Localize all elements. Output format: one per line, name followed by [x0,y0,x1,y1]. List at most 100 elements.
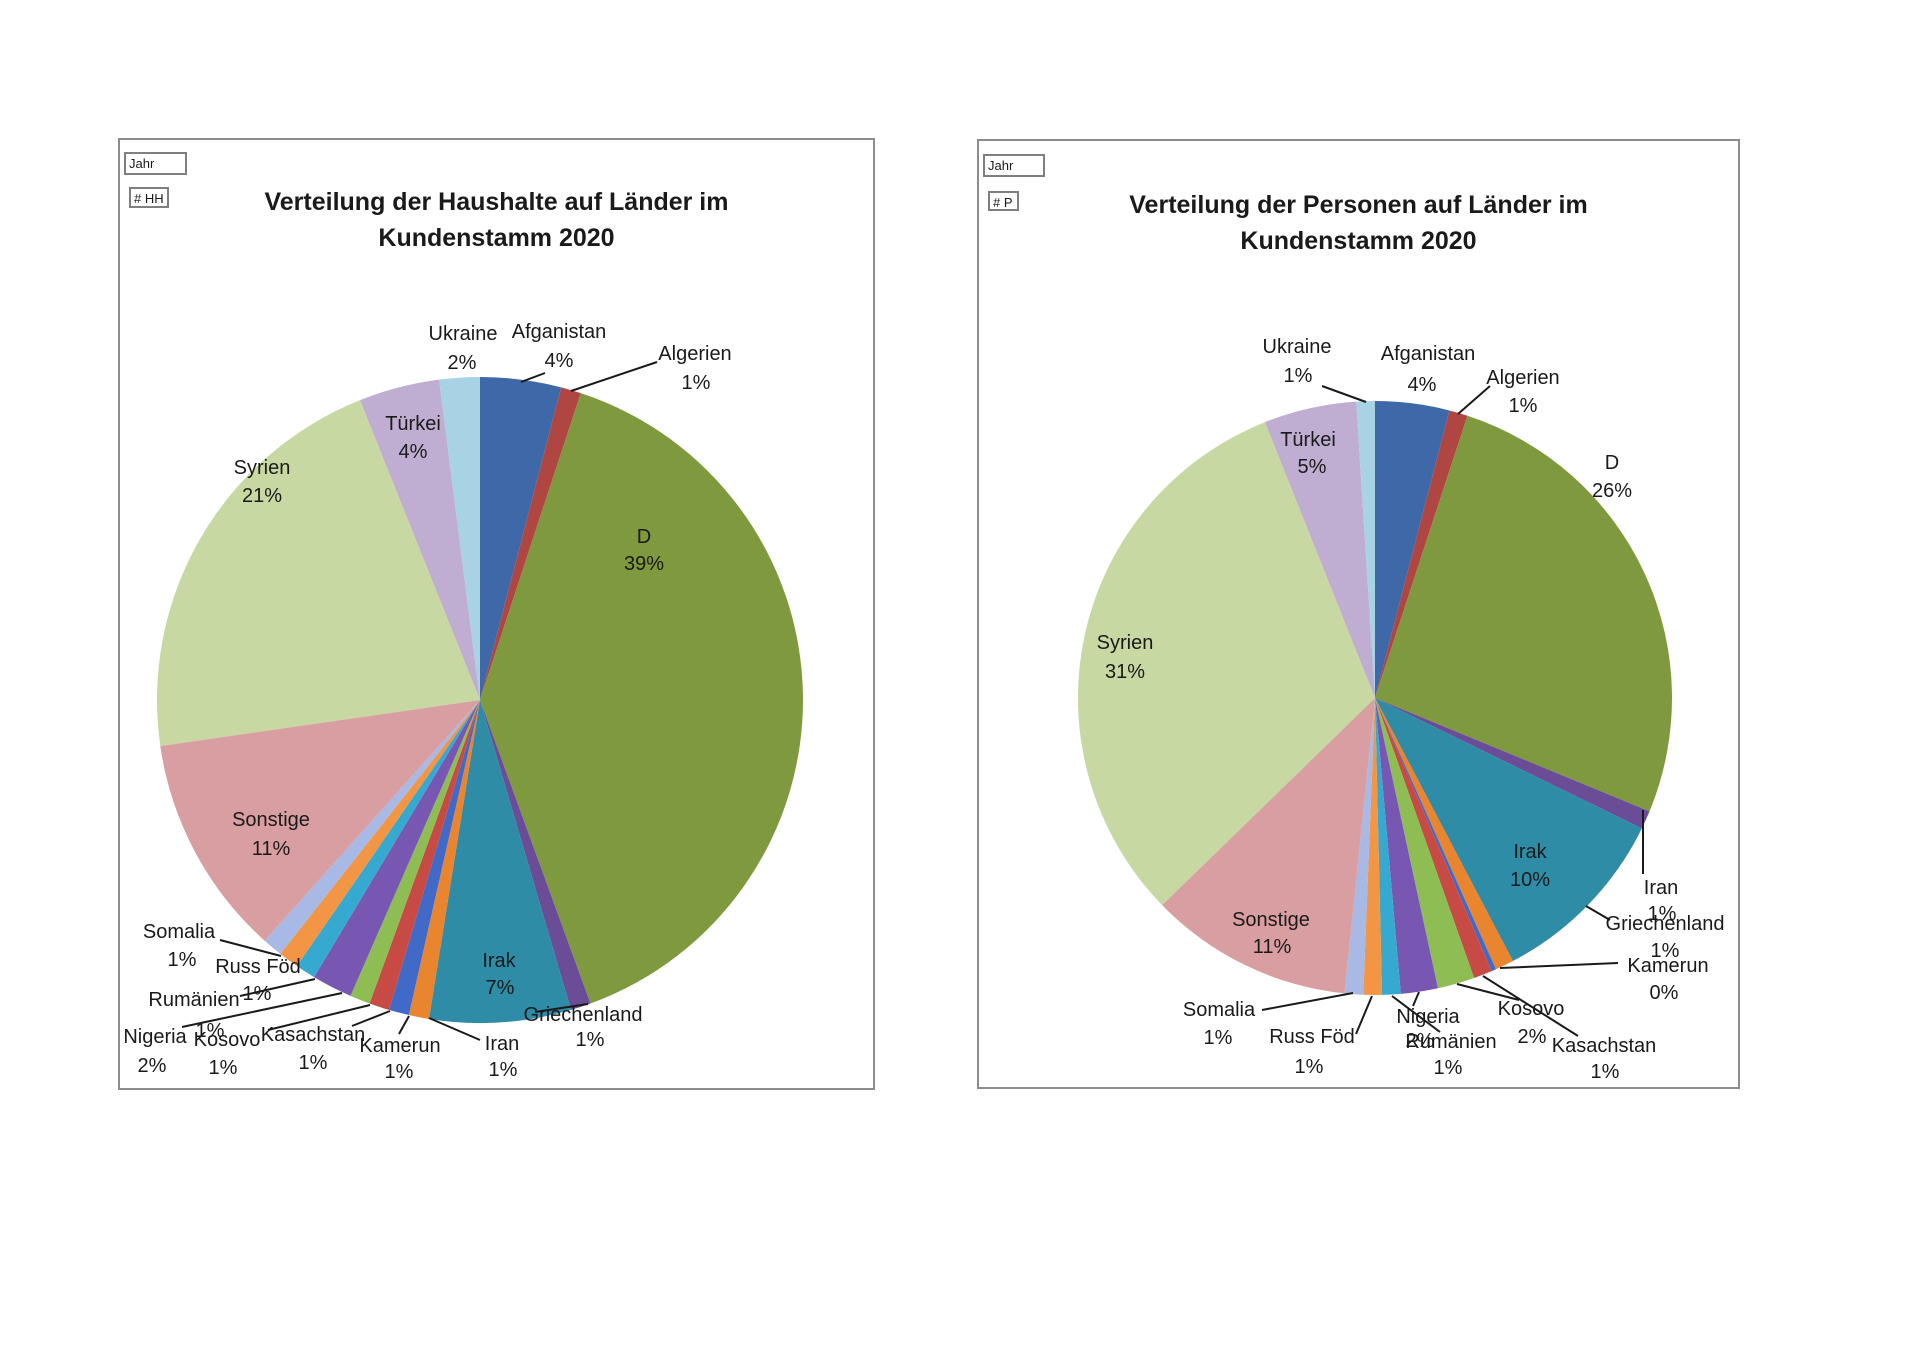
slice-label-afganistan-chart1: Afganistan [1380,343,1476,365]
leader-line-kamerun-chart1 [1499,962,1619,969]
slice-pct-kasachstan-chart0: 1% [298,1052,328,1074]
leader-line-nigeria-chart1 [1412,991,1420,1007]
leader-line-rumanien-chart1 [1391,995,1441,1033]
pie-slice-irak-chart1 [1375,698,1642,962]
slice-label-d-chart0: D [636,526,652,548]
pie-slice-syrien-chart0 [157,400,480,746]
slice-label-ukraine-chart0: Ukraine [428,323,498,345]
slice-pct-nigeria-chart0: 2% [137,1055,167,1077]
slice-label-somalia-chart0: Somalia [142,921,216,943]
pie-slice-ukraine-chart0 [439,377,480,700]
pie-slice-algerien-chart0 [480,387,581,700]
slice-pct-syrien-chart1: 31% [1104,661,1146,683]
slice-pct-griechenland-chart1: 1% [1650,940,1680,962]
pie-slice-turkei-chart0 [359,379,480,700]
pie-slice-irak-chart0 [428,700,571,1023]
slice-pct-ukraine-chart1: 1% [1283,365,1313,387]
slice-label-nigeria-chart1: Nigeria [1396,1006,1460,1028]
chart-title-personen-line2: Kundenstamm 2020 [1240,227,1477,255]
pie-slice-afganistan-chart1 [1375,401,1450,698]
pie-slice-griechenland-chart0 [480,700,591,1010]
leader-line-nigeria-chart0 [181,992,343,1028]
slice-label-kasachstan-chart1: Kasachstan [1551,1035,1657,1057]
pie-slice-algerien-chart1 [1375,410,1468,698]
slice-pct-afganistan-chart0: 4% [544,350,574,372]
pie-slice-syrien-chart1 [1078,422,1375,906]
leader-line-russ-fod-chart1 [1355,995,1373,1035]
slice-pct-algerien-chart1: 1% [1508,395,1538,417]
slice-label-irak-chart1: Irak [1513,841,1547,863]
hh-count-label: # HH [134,191,164,206]
leader-line-kosovo-chart1 [1456,983,1520,1001]
pie-slice-kasachstan-chart0 [369,700,480,1010]
chart-title-personen-line1: Verteilung der Personen auf Länder im [1129,191,1588,219]
leader-line-rumanien-chart0 [239,978,316,997]
slice-label-griechenland-chart1: Griechenland [1605,913,1725,935]
slice-pct-d-chart1: 26% [1591,480,1633,502]
hh-count-field[interactable]: # HH [129,187,169,208]
slice-pct-sonstige-chart0: 11% [251,838,291,860]
slice-pct-kosovo-chart0: 1% [208,1057,238,1079]
slice-label-kosovo-chart1: Kosovo [1497,998,1565,1020]
pie-slice-afganistan-chart0 [480,377,562,700]
slice-label-ukraine-chart1: Ukraine [1262,336,1332,358]
slice-label-somalia-chart1: Somalia [1182,999,1256,1021]
leader-line-somalia-chart1 [1261,992,1354,1011]
slice-label-russ-fod-chart0: Russ Föd [215,956,301,978]
pie-slice-kamerun-chart1 [1375,698,1496,972]
slice-pct-griechenland-chart0: 1% [575,1029,605,1051]
leader-line-griechenland-chart0 [534,1003,589,1013]
pie-slice-rumanien-chart0 [296,700,480,978]
pie-slice-russ-fod-chart0 [280,700,480,967]
slice-label-d-chart1: D [1604,452,1620,474]
slice-pct-somalia-chart0: 1% [167,949,197,971]
slice-label-syrien-chart0: Syrien [233,457,291,479]
slice-pct-kasachstan-chart1: 1% [1590,1061,1620,1083]
pie-slice-somalia-chart1 [1344,698,1375,995]
pie-slice-iran-chart0 [408,700,480,1019]
slice-pct-nigeria-chart1: 2% [1405,1030,1435,1052]
chart-title-haushalte-line2: Kundenstamm 2020 [378,224,615,252]
slice-label-iran-chart1: Iran [1643,877,1679,899]
leader-line-algerien-chart0 [570,361,658,392]
slice-label-rumanien-chart0: Rumänien [148,989,240,1011]
pie-slice-nigeria-chart0 [314,700,480,996]
p-count-label: # P [993,195,1013,210]
slice-pct-algerien-chart0: 1% [681,372,711,394]
slice-pct-russ-fod-chart0: 1% [242,983,272,1005]
pie-slice-kamerun-chart0 [389,700,480,1016]
slice-pct-kosovo-chart1: 2% [1517,1026,1547,1048]
slice-label-algerien-chart1: Algerien [1486,367,1560,389]
slice-pct-irak-chart1: 10% [1509,869,1551,891]
leader-line-kasachstan-chart1 [1482,975,1579,1037]
slice-label-sonstige-chart0: Sonstige [232,809,310,831]
slice-pct-somalia-chart1: 1% [1203,1027,1233,1049]
slice-pct-syrien-chart0: 21% [241,485,283,507]
p-count-field[interactable]: # P [988,191,1019,211]
leader-line-algerien-chart1 [1457,385,1491,415]
slice-label-nigeria-chart0: Nigeria [123,1026,187,1048]
jahr-filter-label-2: Jahr [988,158,1014,173]
slice-label-kamerun-chart0: Kamerun [359,1035,441,1057]
pie-slice-ukraine-chart1 [1356,401,1375,698]
jahr-filter-field-2[interactable]: Jahr [983,154,1045,177]
slice-label-kosovo-chart0: Kosovo [193,1029,261,1051]
pie-slice-turkei-chart1 [1264,401,1375,698]
slice-pct-sonstige-chart1: 11% [1252,936,1292,958]
leader-line-kasachstan-chart0 [351,1010,391,1027]
pie-slice-sonstige-chart1 [1162,698,1375,994]
slice-label-algerien-chart0: Algerien [658,343,732,365]
slice-pct-rumanien-chart0: 1% [195,1020,225,1042]
jahr-filter-field[interactable]: Jahr [124,152,187,175]
slice-pct-iran-chart1: 1% [1647,903,1677,925]
leader-line-ukraine-chart1 [1321,385,1367,403]
pie-slice-rumanien-chart1 [1375,698,1401,995]
slice-pct-turkei-chart1: 5% [1297,456,1327,478]
slice-label-turkei-chart0: Türkei [385,413,441,435]
pie-slice-sonstige-chart0 [160,700,481,941]
slice-pct-iran-chart0: 1% [488,1059,518,1081]
leader-line-iran-chart0 [428,1017,481,1041]
slice-label-turkei-chart1: Türkei [1280,429,1336,451]
jahr-filter-label: Jahr [129,156,155,171]
